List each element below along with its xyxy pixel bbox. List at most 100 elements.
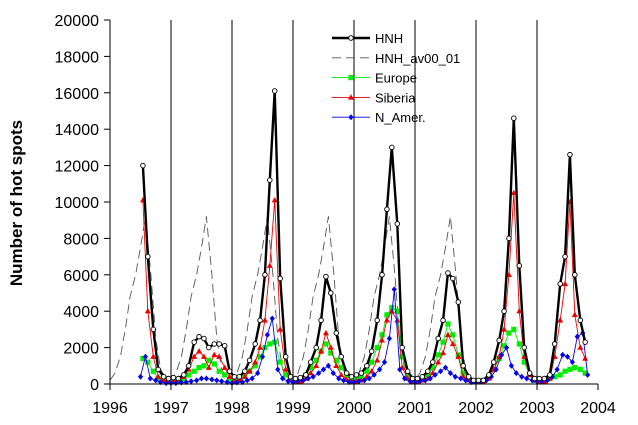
- data-point: [229, 380, 235, 387]
- data-point: [404, 368, 411, 375]
- data-point: [338, 353, 344, 360]
- data-point: [394, 221, 401, 227]
- data-point: [435, 358, 442, 365]
- data-point: [577, 344, 584, 350]
- data-point: [531, 375, 538, 382]
- data-point: [371, 371, 377, 378]
- data-point: [574, 333, 580, 340]
- legend-label: HNH: [375, 31, 403, 46]
- data-point: [292, 375, 299, 382]
- data-point: [246, 368, 253, 374]
- axes: 0 2000 4000 6000 8000 10000 12000 14000 16000 180…: [55, 13, 616, 417]
- data-point: [323, 273, 329, 280]
- data-point: [419, 373, 426, 380]
- y-tick-label: 2000: [63, 341, 99, 358]
- data-point: [501, 326, 508, 332]
- data-point: [203, 375, 209, 382]
- data-point: [318, 317, 324, 324]
- data-point: [145, 253, 151, 260]
- data-point: [511, 115, 517, 122]
- data-point: [562, 368, 568, 374]
- data-point: [338, 371, 345, 378]
- data-point: [440, 317, 446, 324]
- data-point: [569, 359, 575, 366]
- x-tick-label: 1997: [153, 400, 189, 417]
- data-point: [567, 366, 573, 373]
- data-point: [196, 348, 203, 354]
- data-point: [541, 375, 548, 382]
- data-point: [582, 339, 588, 345]
- y-tick-label: 18000: [55, 49, 100, 66]
- data-point: [222, 372, 228, 378]
- data-point: [384, 206, 390, 213]
- legend-item-siberia: Siberia: [332, 90, 416, 105]
- data-point: [186, 372, 192, 378]
- data-point: [310, 373, 316, 380]
- data-point: [338, 365, 344, 371]
- data-point: [379, 272, 385, 278]
- data-point: [348, 373, 355, 380]
- data-point: [562, 280, 569, 287]
- data-point: [516, 308, 523, 314]
- data-point: [463, 377, 469, 384]
- data-point: [449, 340, 456, 347]
- year-divider-lines: [170, 20, 538, 384]
- data-point: [567, 151, 573, 158]
- data-point: [226, 376, 233, 383]
- data-point: [486, 372, 492, 378]
- data-point: [191, 353, 198, 359]
- data-point: [414, 375, 421, 382]
- data-point: [358, 374, 364, 380]
- data-point: [465, 373, 472, 380]
- data-point: [328, 350, 334, 356]
- y-tick-label: 8000: [63, 231, 99, 248]
- legend-item-europe: Europe: [332, 71, 417, 86]
- data-point: [325, 362, 331, 369]
- data-point: [455, 353, 462, 359]
- data-point: [188, 378, 194, 385]
- data-point: [275, 366, 281, 373]
- data-point: [313, 357, 319, 363]
- data-point: [244, 377, 250, 384]
- data-point: [364, 363, 370, 369]
- data-point: [287, 373, 294, 380]
- data-point: [445, 321, 451, 327]
- data-point: [405, 372, 411, 378]
- data-point: [341, 377, 347, 384]
- data-point: [554, 366, 560, 373]
- data-point: [475, 377, 482, 384]
- data-point: [560, 351, 566, 358]
- data-point: [368, 348, 375, 354]
- data-point: [521, 344, 527, 351]
- data-point: [513, 370, 519, 377]
- data-point: [137, 373, 144, 380]
- data-point: [150, 353, 157, 359]
- data-point: [206, 344, 212, 351]
- data-point: [252, 363, 258, 369]
- data-point: [271, 88, 278, 94]
- data-point: [262, 272, 268, 278]
- data-point: [211, 361, 217, 367]
- data-point: [432, 371, 438, 378]
- legend-marker: [348, 94, 354, 100]
- data-point: [221, 343, 228, 349]
- data-point: [496, 337, 502, 344]
- data-point: [216, 353, 223, 359]
- y-tick-label: 4000: [63, 304, 99, 321]
- data-point: [257, 344, 264, 350]
- data-point: [369, 359, 375, 365]
- data-point: [397, 366, 403, 373]
- data-point: [285, 378, 291, 385]
- y-tick-label: 20000: [55, 13, 100, 30]
- data-point: [140, 355, 146, 362]
- data-point: [374, 317, 380, 324]
- data-point: [445, 270, 451, 276]
- x-tick-label: 2004: [580, 400, 616, 417]
- data-point: [205, 364, 212, 370]
- data-point: [226, 368, 233, 375]
- data-point: [252, 341, 258, 347]
- data-point: [280, 375, 286, 382]
- data-point: [333, 362, 340, 368]
- data-point: [318, 348, 325, 354]
- series-line-siberia: [142, 192, 586, 383]
